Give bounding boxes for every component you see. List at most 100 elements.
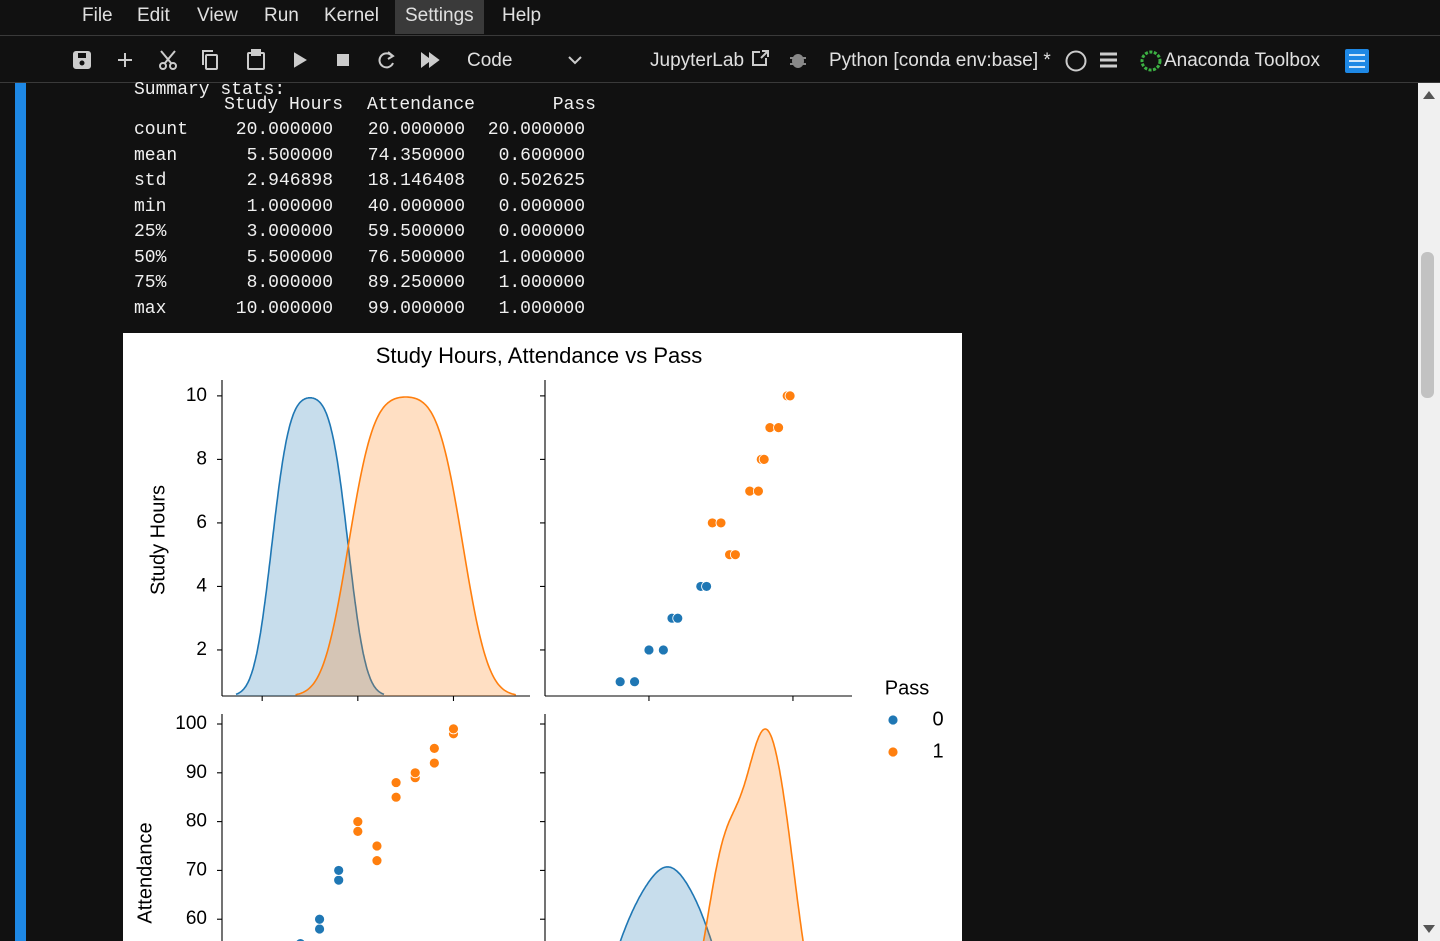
scatter-point xyxy=(758,453,770,465)
row-label: 75% xyxy=(134,273,167,293)
table-cell: 1.000000 xyxy=(246,196,333,217)
y-axis-label: Study Hours xyxy=(147,485,169,595)
scrollbar-parts xyxy=(1421,91,1435,933)
y-tick-label: 100 xyxy=(175,713,207,734)
table-cell: 10.000000 xyxy=(235,298,333,319)
kde-fill xyxy=(620,866,712,941)
cell-collapser[interactable] xyxy=(15,83,26,941)
column-header: Study Hours xyxy=(224,94,343,115)
menu-item[interactable]: File xyxy=(82,5,113,26)
run-button[interactable] xyxy=(294,52,307,68)
scatter-point xyxy=(614,676,626,688)
row-label: mean xyxy=(134,145,178,166)
save-button[interactable] xyxy=(73,51,91,69)
cell-type[interactable]: Code xyxy=(467,50,513,71)
row-label: std xyxy=(134,171,167,191)
kde-fill xyxy=(295,397,516,696)
table-cell: 1.000000 xyxy=(498,298,585,319)
kde-line xyxy=(295,396,516,696)
settings-icon[interactable] xyxy=(1345,49,1369,73)
table-cell: 20.000000 xyxy=(235,120,333,140)
debugger-icon[interactable] xyxy=(790,54,806,68)
y-tick-label: 2 xyxy=(196,639,207,660)
kde-line xyxy=(235,397,385,696)
y-tick-label: 60 xyxy=(186,908,207,929)
legend-title: Pass xyxy=(885,677,929,699)
table-cell: 2.946898 xyxy=(246,171,333,191)
cell-output: Summary stats: Study Hours Attendance Pass… xyxy=(0,80,1418,941)
scatter-point xyxy=(333,874,345,886)
table-cell: 76.500000 xyxy=(367,247,465,268)
menu-item[interactable]: Help xyxy=(502,5,542,26)
y-tick-label: 10 xyxy=(186,385,207,406)
cell-type-dropdown[interactable] xyxy=(568,56,582,65)
row-label: count xyxy=(134,120,189,140)
y-tick-label: 4 xyxy=(196,575,207,596)
restart-button[interactable] xyxy=(378,51,395,69)
kernel-name[interactable]: Python [conda env:base] * xyxy=(829,50,1051,71)
table-cell: 8.000000 xyxy=(246,273,333,293)
external-link-icon xyxy=(752,50,769,66)
kde-fill xyxy=(236,397,384,696)
table-cell: 74.350000 xyxy=(367,145,465,166)
anaconda-icon[interactable] xyxy=(1140,50,1162,72)
y-tick-label: 70 xyxy=(186,859,207,880)
scatter-point xyxy=(657,644,669,656)
scatter-point xyxy=(371,840,383,852)
row-label: 50% xyxy=(134,247,167,268)
menu-item[interactable]: Edit xyxy=(137,5,170,26)
scroll-up[interactable] xyxy=(1423,91,1435,99)
run-all-button[interactable] xyxy=(421,52,440,68)
kde-fill xyxy=(703,729,804,941)
add-cell-button[interactable] xyxy=(118,53,132,67)
scatter-point xyxy=(773,422,784,434)
table-cell: 5.500000 xyxy=(246,145,333,166)
legend-marker xyxy=(887,746,899,758)
menu-item[interactable]: Kernel xyxy=(324,5,379,26)
scatter-point xyxy=(352,825,364,837)
table-cell: 59.500000 xyxy=(367,222,465,242)
stop-button[interactable] xyxy=(337,54,349,66)
legend-label: 1 xyxy=(932,740,943,762)
row-label: max xyxy=(134,298,167,319)
menu-item[interactable]: Run xyxy=(264,5,299,26)
scroll-down[interactable] xyxy=(1423,925,1435,933)
table-cell: 89.250000 xyxy=(367,273,465,293)
menu-icon[interactable] xyxy=(1100,52,1117,68)
toolbar: Code JupyterLab Python [conda env:base] … xyxy=(0,36,1440,83)
paste-button[interactable] xyxy=(247,49,265,70)
scatter-point xyxy=(314,913,325,925)
toolbox-label[interactable]: Anaconda Toolbox xyxy=(1164,50,1320,71)
scatter-point xyxy=(333,865,345,876)
menu-item[interactable]: Settings xyxy=(395,0,484,34)
column-header: Attendance xyxy=(366,94,475,115)
table-cell: 1.000000 xyxy=(498,273,585,293)
copy-button[interactable] xyxy=(202,50,218,70)
scatter-point xyxy=(448,723,459,735)
scatter-point xyxy=(390,791,402,803)
scatter-point xyxy=(715,517,727,529)
scatter-point xyxy=(314,923,325,935)
table-cell: 0.000000 xyxy=(498,222,585,242)
jupyterlab-link[interactable]: JupyterLab xyxy=(650,50,745,71)
legend-label: 0 xyxy=(932,708,943,730)
scatter-point xyxy=(672,612,684,624)
scatter-point xyxy=(643,644,655,656)
table-cell: 40.000000 xyxy=(367,196,465,217)
pairplot: Study Hours, Attendance vs Pass Study Ho… xyxy=(123,333,962,941)
scatter-point xyxy=(428,757,440,769)
cut-button[interactable] xyxy=(159,50,177,70)
scatter-point xyxy=(409,767,421,779)
table-cell: 20.000000 xyxy=(367,120,465,140)
kernel-status xyxy=(1065,50,1087,72)
y-axis-label: Attendance xyxy=(134,822,156,923)
kde-line xyxy=(619,866,713,941)
table-cell: 99.000000 xyxy=(367,298,465,319)
y-tick-label: 8 xyxy=(196,448,207,469)
scroll-thumb[interactable] xyxy=(1421,252,1434,398)
scrollbar[interactable] xyxy=(1418,83,1440,941)
scatter-point xyxy=(701,581,712,592)
scatter-point xyxy=(390,777,402,788)
menu-item[interactable]: View xyxy=(197,5,238,26)
